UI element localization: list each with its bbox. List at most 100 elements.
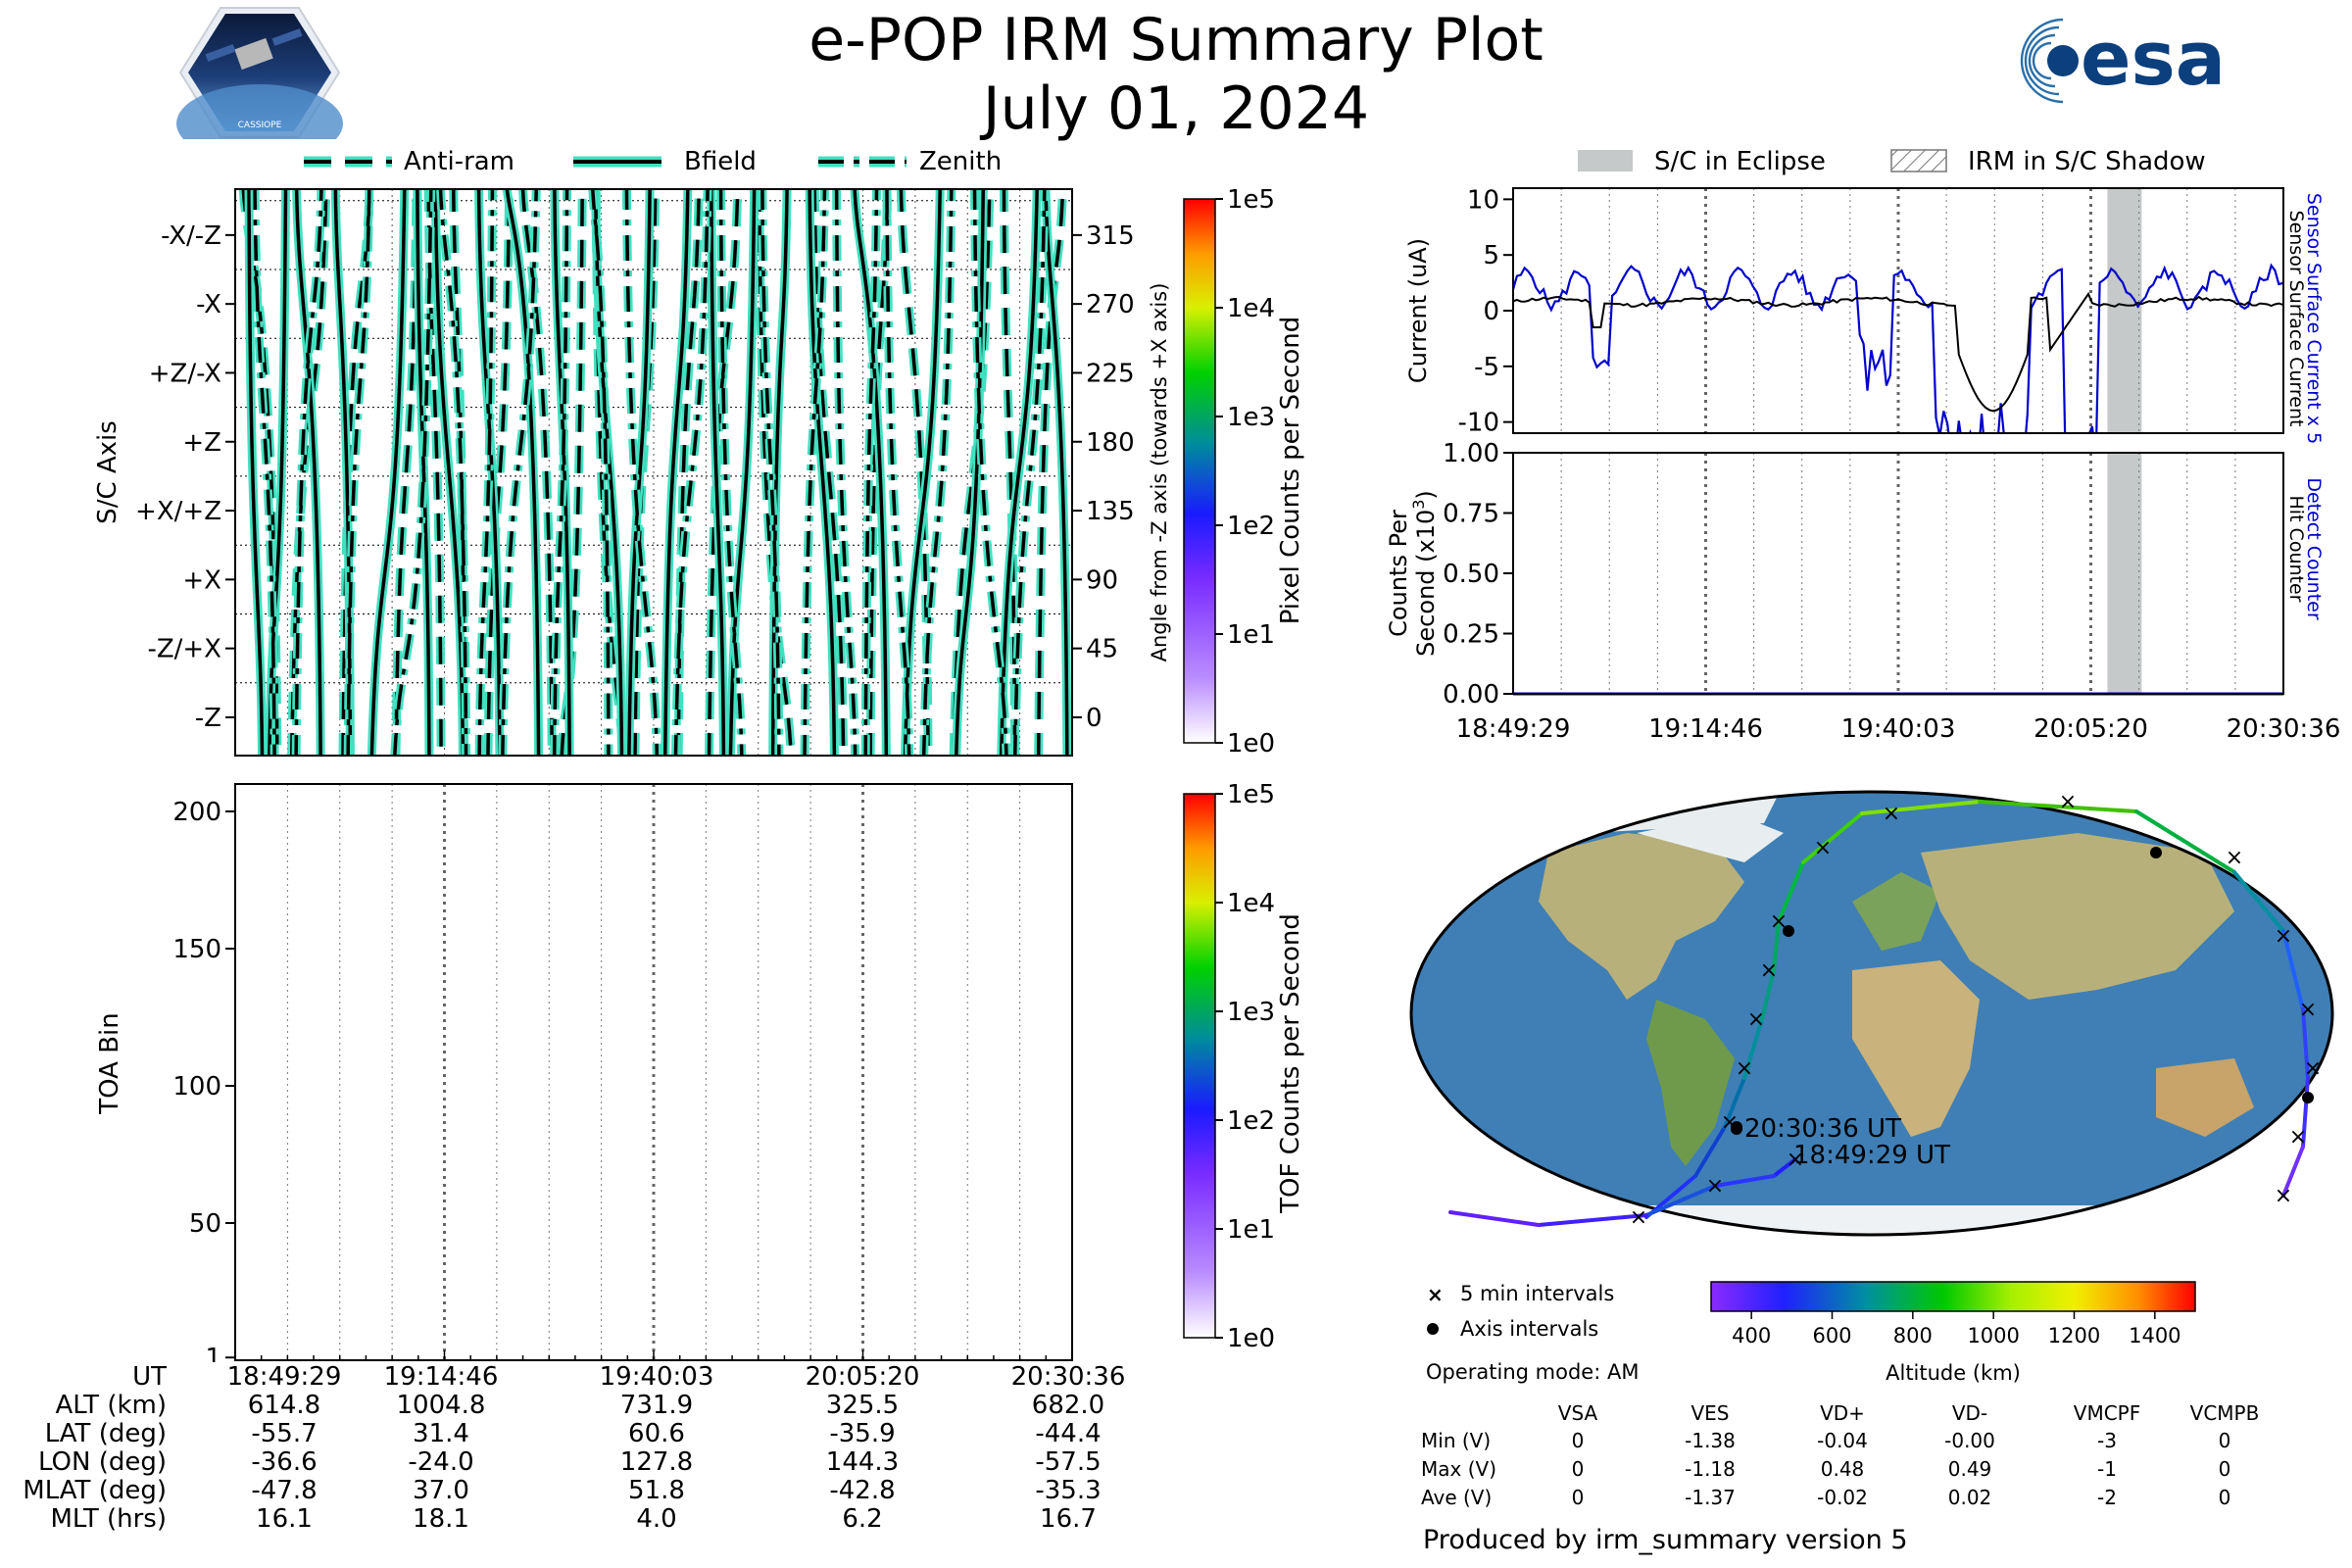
voltage-cell: 0 [1571,1429,1585,1452]
legend-bfield: Bfield [684,147,757,176]
ground-track-segment [1760,968,1776,1021]
ephemeris-value: -44.4 [1035,1419,1102,1448]
five-min-marker: × [2299,998,2317,1022]
esa-logo: esa [2020,15,2226,104]
ground-track-segment [2281,1145,2305,1198]
ephemeris-value: 16.1 [256,1504,313,1534]
axis-interval-marker [1783,925,1794,937]
ephemeris-value: 4.0 [636,1504,677,1534]
zenith-trace [393,189,433,756]
ground-track-segment [1772,919,1781,972]
zenith-trace [885,189,911,756]
attitude-angle-tick: 135 [1086,497,1135,526]
time-tick: 20:30:36 [2227,714,2341,744]
asia [1921,833,2234,1000]
current-series [1513,291,2283,413]
ephemeris-value: 1004.8 [396,1391,486,1420]
altitude-tick: 1000 [1967,1324,2019,1348]
toa-ytick: 200 [172,798,221,827]
bfield-trace [416,189,431,756]
eclipse-band [2107,188,2142,433]
ephemeris-value: -35.3 [1035,1476,1102,1505]
anti-ram-trace [633,189,658,756]
zenith-trace [673,189,710,756]
zenith-trace [591,189,611,756]
track-start-label: 18:49:29 UT [1793,1141,1950,1170]
toa-ytick: 100 [172,1072,221,1102]
ephemeris-value: 614.8 [247,1391,321,1420]
zenith-trace [863,189,879,756]
ground-track-segment [1742,1017,1764,1080]
legend-5min: 5 min intervals [1460,1282,1614,1305]
bfield-trace [710,189,726,756]
bfield-trace [553,189,571,756]
current-ytick: 5 [1483,241,1499,270]
ephemeris-value: 19:40:03 [599,1362,714,1392]
ground-track-segment [1777,860,1805,923]
attitude-angle-tick: 225 [1086,359,1135,388]
operating-mode: Operating mode: AM [1426,1360,1639,1384]
bfield-trace [853,189,889,756]
ground-track-segment [1713,1174,1776,1188]
colorbar-tick: 1e4 [1227,889,1275,918]
attitude-ylabel: S/C Axis [93,420,122,524]
voltage-cell: 0 [1571,1457,1585,1481]
voltage-cell: -0.00 [1944,1429,1995,1452]
ground-track-segment [1801,811,1864,864]
ephemeris-value: -57.5 [1035,1447,1102,1477]
counts-ylabel-1: Counts Per [1385,510,1412,637]
voltage-cell: -1.38 [1685,1429,1736,1452]
voltage-cell: -1.18 [1685,1457,1736,1481]
current-ylabel: Current (uA) [1404,238,1432,383]
voltage-cell: VMCPF [2073,1401,2141,1425]
five-min-marker: × [1787,1148,1804,1172]
ephemeris-value: 20:05:20 [805,1362,920,1392]
time-tick: 18:49:29 [1456,714,1571,744]
attitude-y2label: Angle from -Z axis (towards +X axis) [1148,283,1171,662]
track-end-label: 20:30:36 UT [1744,1114,1901,1144]
legend-eclipse: S/C in Eclipse [1654,147,1826,176]
attitude-angle-tick: 180 [1086,428,1135,458]
voltage-cell: Ave (V) [1421,1486,1493,1509]
attitude-axis-label: +Z/-X [149,359,221,388]
colorbar-tick: 1e5 [1227,185,1275,215]
ephemeris-value: -24.0 [408,1447,474,1477]
attitude-axis-label: -Z/+X [147,635,221,664]
counts-right-black: Hit Counter [2285,496,2307,603]
colorbar-tick: 1e1 [1227,1215,1275,1245]
zenith-trace [834,189,858,756]
voltage-cell: -3 [2097,1429,2117,1452]
altitude-tick: 600 [1812,1324,1851,1348]
page-title: e-POP IRM Summary Plot [808,6,1544,74]
ground-track-segment [1537,1213,1648,1227]
legend-anti-ram: Anti-ram [404,147,514,176]
zenith-trace [972,189,1008,756]
five-min-marker: × [2275,924,2292,949]
ground-track-segment [2134,809,2236,874]
ephemeris-value: 6.2 [842,1504,883,1534]
five-min-marker: × [2059,790,2077,814]
eclipse-band [2107,453,2142,694]
ephemeris-value: -55.7 [251,1419,318,1448]
bfield-trace [662,189,690,756]
time-tick: 19:40:03 [1841,714,1956,744]
page-date: July 01, 2024 [982,74,1370,143]
voltage-cell: 0.48 [1820,1457,1865,1481]
anti-ram-trace [520,189,554,756]
toa-ytick: 1 [205,1344,221,1362]
five-min-marker: × [1770,909,1788,934]
ephemeris-value: 60.6 [628,1419,685,1448]
anti-ram-trace [812,189,846,756]
eclipse-legend: S/C in Eclipse IRM in S/C Shadow [1578,147,2206,176]
voltage-cell: 0 [2218,1457,2231,1481]
altitude-tick: 1200 [2048,1324,2100,1348]
pixel-colorbar-label: Pixel Counts per Second [1276,317,1305,625]
voltage-cell: Max (V) [1421,1457,1496,1481]
ground-track-segment [2301,1076,2310,1149]
altitude-colorbar [1710,1281,2196,1312]
colorbar-tick: 1e3 [1227,403,1275,432]
voltage-cell: 0 [2218,1429,2231,1452]
ephemeris-value: 51.8 [628,1476,685,1505]
current-right-blue: Sensor Surface Current x 5 [2303,193,2325,444]
ephemeris-value: 325.5 [825,1391,900,1420]
